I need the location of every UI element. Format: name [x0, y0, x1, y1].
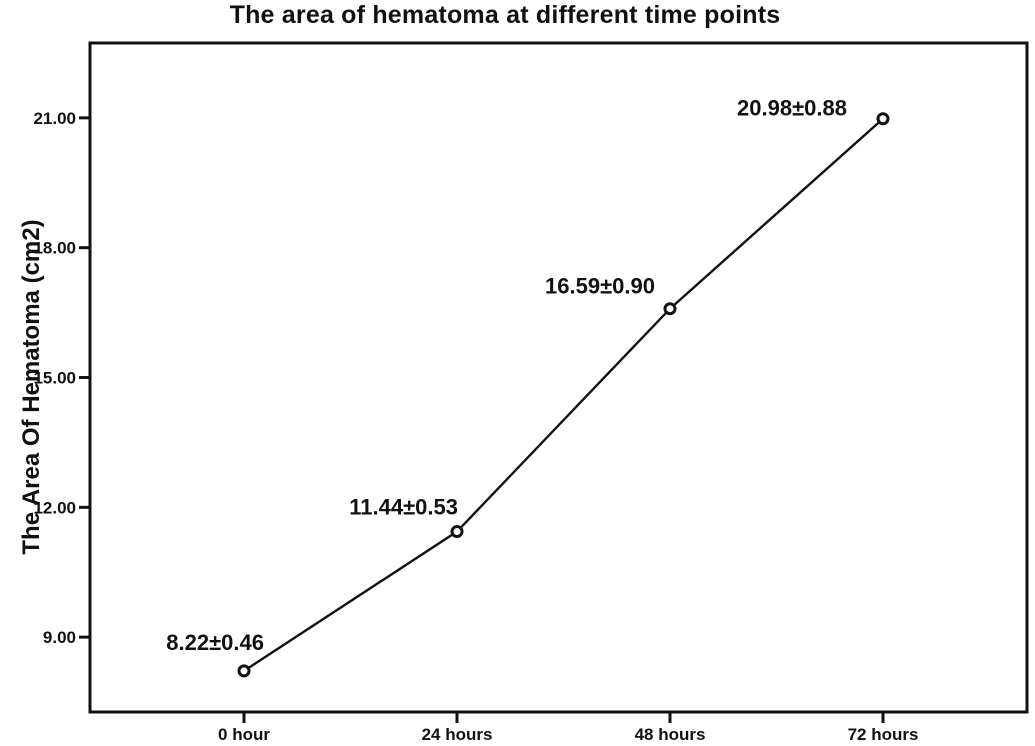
- data-point-marker: [663, 302, 677, 316]
- data-line: [243, 117, 884, 672]
- y-tick-label: 18.00: [33, 239, 76, 258]
- data-point-marker: [237, 664, 251, 678]
- x-tick-label: 24 hours: [422, 725, 493, 744]
- data-point-marker: [450, 525, 464, 539]
- y-tick-label: 12.00: [33, 498, 76, 517]
- chart-title: The area of hematoma at different time p…: [229, 1, 781, 29]
- data-point-marker: [876, 112, 890, 126]
- y-tick-label: 9.00: [43, 628, 76, 647]
- x-tick-label: 48 hours: [635, 725, 706, 744]
- x-tick-label: 0 hour: [218, 725, 270, 744]
- data-point-label: 20.98±0.88: [737, 96, 847, 121]
- data-point-label: 11.44±0.53: [349, 495, 458, 520]
- x-tick-label: 72 hours: [848, 725, 919, 744]
- data-point-label: 8.22±0.46: [166, 630, 264, 655]
- y-tick-label: 15.00: [33, 369, 76, 388]
- plot-frame: [88, 41, 1029, 714]
- y-tick-label: 21.00: [33, 109, 76, 128]
- data-point-label: 16.59±0.90: [545, 274, 655, 299]
